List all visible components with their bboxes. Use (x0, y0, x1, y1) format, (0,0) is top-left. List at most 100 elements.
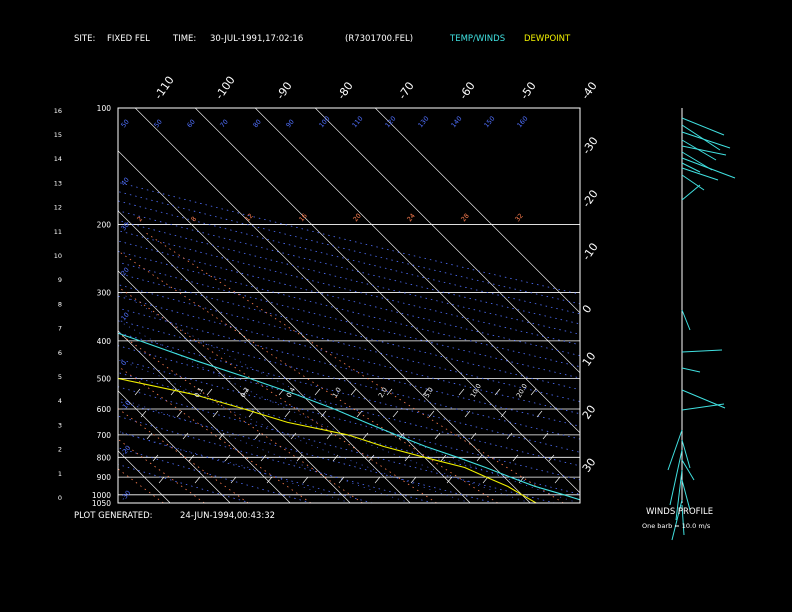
height-tick-label: 8 (58, 300, 62, 308)
adiabat-left-label: 0 (119, 359, 128, 367)
pressure-tick-label: 900 (97, 473, 112, 482)
moist-adiabat-line (118, 319, 531, 503)
temp-right-tick-label: -10 (580, 241, 601, 263)
mixing-ratio-label: 20 (351, 212, 362, 223)
mixing-ratio-label: 8 (189, 215, 198, 223)
wind-barb (681, 349, 723, 353)
height-tick-label: 15 (54, 131, 62, 139)
mixing-lower-label: 1.0 (331, 386, 343, 399)
pressure-tick-label: 800 (97, 453, 112, 462)
height-tick-label: 10 (54, 252, 62, 260)
mixing-ratio-line (145, 232, 564, 503)
temp-top-tick-label: -70 (396, 80, 417, 102)
dry-adiabat-line (118, 295, 580, 415)
wind-mark (404, 454, 411, 462)
mixing-ratio-line (118, 332, 363, 503)
wind-mark (212, 410, 219, 418)
pressure-tick-label: 200 (97, 220, 112, 229)
dry-adiabat-line (118, 220, 580, 335)
dry-adiabat-line (118, 372, 580, 495)
dry-adiabat-line (118, 230, 580, 346)
wind-mark (494, 388, 501, 396)
pressure-tick-label: 700 (97, 431, 112, 440)
pressure-tick-label: 300 (97, 289, 112, 298)
wind-barb (681, 131, 731, 149)
wind-mark (284, 410, 291, 418)
isotherm-line (374, 108, 580, 314)
wind-mark (254, 432, 261, 440)
isotherm-line (118, 150, 471, 503)
wind-mark (218, 432, 225, 440)
wind-barb (681, 184, 701, 201)
wind-barb (681, 139, 717, 161)
wind-mark (530, 388, 537, 396)
wind-barb (681, 117, 725, 136)
wind-barb (675, 469, 683, 521)
dry-adiabat-line (118, 415, 434, 503)
wind-barb (681, 162, 701, 173)
wind-mark (362, 432, 369, 440)
wind-mark (446, 476, 453, 484)
adiabat-top-label: 90 (284, 118, 295, 129)
adiabat-top-label: 150 (482, 115, 496, 130)
adiabat-top-label: 130 (416, 115, 430, 130)
legend-temp-winds: TEMP/WINDS (449, 34, 505, 44)
dry-adiabat-line (118, 358, 580, 481)
wind-barb (669, 449, 683, 506)
time-value: 30-JUL-1991,17:02:16 (210, 34, 303, 44)
mixing-lower-label: 0.2 (239, 386, 251, 399)
wind-mark (506, 432, 513, 440)
wind-mark (434, 432, 441, 440)
wind-barb (681, 439, 691, 469)
wind-barb (681, 157, 736, 179)
wind-profile-title: WINDS PROFILE (646, 507, 713, 517)
plot-frame (117, 107, 581, 504)
adiabat-left-label: 30 (119, 221, 130, 232)
height-tick-label: 16 (54, 107, 62, 115)
dry-adiabat-line (118, 200, 580, 315)
wind-mark (194, 476, 201, 484)
pressure-tick-label: 500 (97, 374, 112, 383)
wind-mark (224, 454, 231, 462)
wind-mark (326, 432, 333, 440)
dewpoint-line (118, 377, 537, 503)
mixing-ratio-label: 12 (243, 212, 254, 223)
isotherm-line (0, 108, 50, 503)
wind-barb (681, 504, 685, 536)
mixing-ratio-line (118, 365, 312, 503)
temp-top-tick-label: -100 (213, 74, 238, 102)
adiabat-left-label: 40 (119, 176, 130, 187)
wind-barb (681, 309, 691, 331)
height-tick-label: 6 (58, 349, 62, 357)
adiabat-left-label: -20 (119, 444, 132, 457)
file-name: (R7301700.FEL) (345, 34, 413, 44)
footer: PLOT GENERATED: 24-JUN-1994,00:43:32 (74, 511, 275, 521)
adiabat-left-label: 20 (119, 266, 130, 277)
isotherm-line (194, 108, 580, 494)
temp-top-tick-label: -50 (518, 80, 539, 102)
wind-mark (440, 454, 447, 462)
isotherm-line (118, 330, 291, 503)
height-tick-label: 12 (54, 204, 62, 212)
mixing-ratio-line (118, 250, 499, 503)
mixing-ratio-line (118, 286, 437, 503)
wind-mark (518, 476, 525, 484)
height-tick-label: 4 (58, 397, 62, 405)
wind-mark (536, 410, 543, 418)
dry-adiabat-line (118, 261, 580, 379)
temp-top-tick-label: -40 (579, 80, 600, 102)
dry-adiabat-line (118, 345, 580, 467)
dry-adiabat-line (118, 431, 373, 503)
wind-barb (681, 479, 691, 511)
wind-barb (681, 174, 705, 191)
dry-adiabat-line (118, 332, 580, 453)
dry-adiabat-line (118, 284, 580, 402)
height-tick-label: 1 (58, 470, 62, 478)
wind-mark (290, 432, 297, 440)
wind-barb (681, 389, 726, 409)
height-tick-label: 13 (54, 179, 62, 187)
dry-adiabat-line (118, 307, 580, 427)
plot-generated-value: 24-JUN-1994,00:43:32 (180, 511, 275, 521)
mixing-ratio-label: 28 (459, 212, 470, 223)
mixing-lower-label: 10.0 (469, 382, 483, 399)
